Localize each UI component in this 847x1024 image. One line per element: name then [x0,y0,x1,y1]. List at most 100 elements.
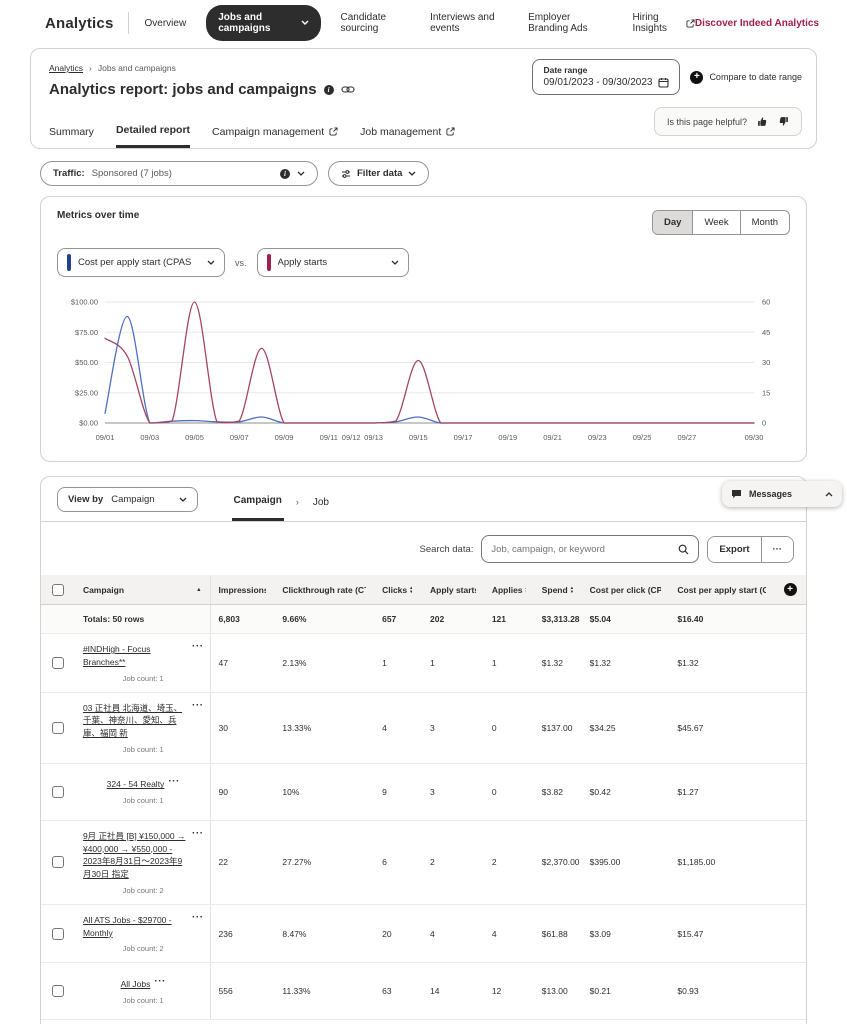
view-by-select[interactable]: View by Campaign [57,487,198,512]
row-menu-icon[interactable]: ··· [154,975,166,987]
row-checkbox[interactable] [51,785,64,798]
view-by-value: Campaign [111,494,155,505]
add-column-cell: + [774,575,806,604]
nav-item-interviews-events[interactable]: Interviews and events [430,12,495,34]
helpful-question: Is this page helpful? [666,116,747,127]
campaign-main: All Jobs ··· [120,975,166,991]
nav-item-hiring-insights[interactable]: Hiring Insights [632,12,695,34]
value-cell: 1 [491,657,497,668]
column-header-as[interactable]: Apply starts▴▾ [422,575,484,604]
metrics-title: Metrics over time [57,210,140,221]
sort-icon[interactable]: ▴ ▾ [410,584,413,594]
compare-date-range-button[interactable]: + Compare to date range [690,70,802,84]
column-header-imp[interactable]: Impressions▴▾ [211,575,275,604]
sort-icon[interactable]: ▴ ▾ [570,584,574,594]
value-cell: $0.42 [589,786,611,797]
column-header-ctr[interactable]: Clickthrough rate (CTR)▴▾ [274,575,374,604]
nav-item-employer-branding[interactable]: Employer Branding Ads [528,12,588,34]
metric-select-right[interactable]: Apply starts [256,248,409,277]
granularity-day[interactable]: Day [653,211,693,234]
campaign-link[interactable]: 324 - 54 Realty [106,779,165,790]
totals-label-cell: Totals: 50 rows [75,605,211,633]
campaign-link[interactable]: All Jobs [120,978,151,989]
job-count-text: Job count: 2 [122,944,164,954]
tab-detailed-report[interactable]: Detailed report [115,124,191,148]
row-checkbox[interactable] [51,721,64,734]
row-menu-icon[interactable]: ··· [192,641,204,652]
nav-item-candidate-sourcing[interactable]: Candidate sourcing [340,12,387,34]
campaign-link[interactable]: 9月 正社員 [B] ¥150,000 → ¥400,000 → ¥550,00… [82,830,186,879]
column-header-cpc[interactable]: Cost per click (CPC)▴▾ [582,575,670,604]
tab-campaign[interactable]: Campaign [231,495,284,521]
search-input[interactable] [491,543,673,555]
sort-ascending-icon[interactable]: ▲ [196,586,202,593]
value-cell: 0 [491,722,497,733]
column-header-app[interactable]: Applies▴▾ [484,575,534,604]
value-cell: $2,370.00 [541,857,580,868]
x-axis-label: 09/19 [498,433,517,442]
campaign-link[interactable]: #INDHigh - Focus Branches** [82,644,151,667]
select-all-checkbox[interactable] [51,583,64,596]
row-menu-icon[interactable]: ··· [192,699,204,711]
add-column-icon[interactable]: + [783,583,797,596]
campaign-link[interactable]: All ATS Jobs - $29700 - Monthly [82,914,172,938]
tab-job[interactable]: Job [312,496,329,508]
column-header-spend[interactable]: Spend ▴ ▾ [534,575,582,604]
chevron-down-icon [297,171,305,176]
row-plus-spacer [774,693,806,763]
granularity-month[interactable]: Month [739,211,789,234]
discover-analytics-link[interactable]: Discover Indeed Analytics [694,17,819,29]
tab-summary[interactable]: Summary [49,125,94,138]
messages-widget[interactable]: Messages [722,481,842,507]
export-button[interactable]: Export [708,536,761,562]
column-header-cpas[interactable]: Cost per apply start (CPAS)▴▾ [669,575,774,604]
thumbs-up-icon[interactable] [757,116,768,127]
metrics-over-time-card: Metrics over time Day Week Month Cost pe… [40,196,807,462]
row-menu-icon[interactable]: ··· [192,827,204,839]
chevron-down-icon [207,260,215,265]
more-actions-button[interactable]: ··· [760,536,793,562]
header-checkbox-cell [41,575,75,604]
link-icon[interactable] [341,85,355,94]
totals-value-cell: 6,803 [218,614,240,624]
row-checkbox[interactable] [51,927,64,940]
campaign-link[interactable]: 03 正社員 北海道、埼玉、千葉、神奈川、愛知、兵庫、福岡 新 [82,702,183,739]
info-icon[interactable]: i [323,84,334,95]
row-checkbox[interactable] [51,856,64,869]
x-axis-label: 09/12 [342,433,361,442]
value-cell: 11.33% [282,986,311,997]
report-table-card: Messages View by Campaign Campaign › Job… [40,476,842,1024]
row-checkbox[interactable] [51,656,64,669]
tab-job-management[interactable]: Job management [360,124,455,148]
nav-item-jobs-and-campaigns[interactable]: Jobs and campaigns [206,5,321,41]
row-plus-spacer [774,634,806,692]
row-checkbox[interactable] [51,985,64,998]
column-header-campaign[interactable]: Campaign ▲ [75,575,211,604]
row-menu-icon[interactable]: ··· [168,776,180,788]
breadcrumb-analytics-link[interactable]: Analytics [49,63,84,73]
info-icon[interactable]: i [280,168,290,179]
column-header-clk[interactable]: Clicks ▴ ▾ [374,575,422,604]
traffic-filter-select[interactable]: Traffic: Sponsored (7 jobs) i [40,161,318,186]
date-range-picker[interactable]: Date range 09/01/2023 - 09/30/2023 [532,59,681,95]
metric-select-left[interactable]: Cost per apply start (CPAS [57,248,225,277]
x-axis-label: 09/07 [230,433,249,442]
x-axis-label: 09/17 [454,433,473,442]
tab-label: Job management [360,125,442,138]
search-icon[interactable] [678,544,689,555]
calendar-icon [658,78,669,88]
value-cell: 47 [218,657,228,668]
granularity-week[interactable]: Week [692,211,739,234]
thumbs-down-icon[interactable] [778,116,789,127]
row-menu-icon[interactable]: ··· [192,911,204,923]
nav-item-overview[interactable]: Overview [144,17,187,29]
y-axis-right-label: 60 [762,298,770,307]
campaign-cell: 324 - 54 Realty ··· Job count: 1 [75,763,211,820]
value-cell: $0.93 [677,986,699,997]
campaign-main: All ATS Jobs - $29700 - Monthly ··· [82,911,204,940]
x-axis-label: 09/11 [320,433,338,442]
value-cell: 3 [429,786,435,797]
x-axis-label: 09/30 [745,433,764,442]
filter-data-button[interactable]: Filter data [328,161,430,186]
tab-campaign-management[interactable]: Campaign management [212,124,338,148]
